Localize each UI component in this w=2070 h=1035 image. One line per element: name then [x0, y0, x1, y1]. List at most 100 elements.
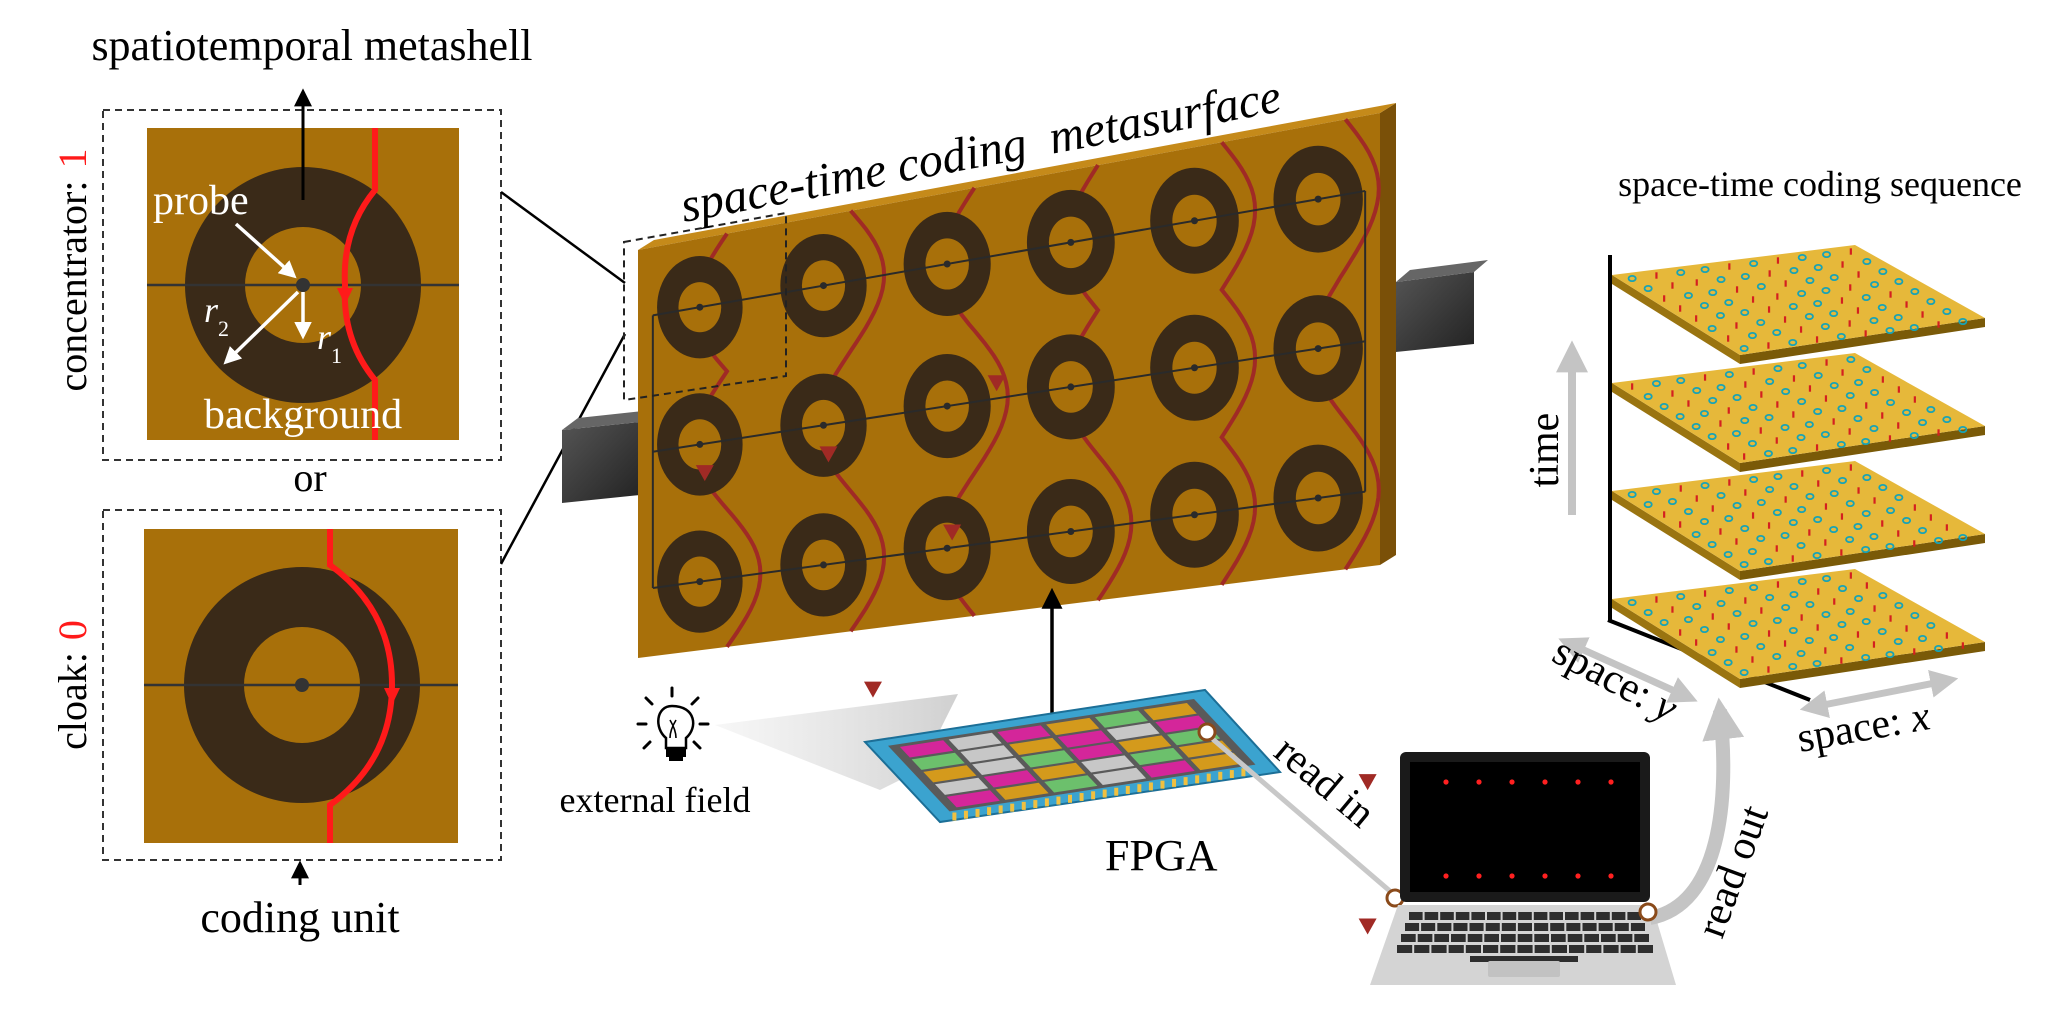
fpga-cell	[1130, 747, 1184, 766]
screen-dot	[1509, 779, 1515, 785]
coding-bit-zero	[1772, 617, 1782, 625]
coding-bit-zero	[1894, 277, 1904, 285]
screen-dot	[1575, 873, 1581, 879]
fpga-cell	[899, 740, 954, 758]
coding-bit-zero	[1731, 429, 1741, 437]
svg-text:concentrator:1: concentrator: 1	[50, 149, 95, 392]
coding-bit-zero	[1886, 506, 1896, 514]
fpga-cell	[997, 725, 1051, 743]
keyboard-key	[1414, 945, 1430, 953]
keyboard-key	[1502, 912, 1517, 920]
coding-bit-zero	[1797, 397, 1807, 405]
coding-bit-zero	[1667, 497, 1677, 505]
keyboard-key	[1534, 934, 1549, 942]
coding-bit-zero	[1958, 534, 1968, 542]
keyboard-key	[1611, 912, 1626, 920]
coding-bit-zero	[1869, 533, 1879, 541]
coding-bit-zero	[1804, 312, 1814, 320]
r2-radius-arrow	[223, 290, 300, 365]
sequence-title: space-time coding sequence	[1618, 164, 2022, 204]
coding-bit-zero	[1862, 257, 1872, 265]
coding-bit-zero	[1812, 552, 1822, 560]
coding-bit-zero	[1861, 618, 1871, 626]
coding-bit-zero	[1756, 643, 1766, 651]
keyboard-key	[1603, 945, 1619, 953]
coding-bit-zero	[1747, 439, 1757, 447]
keyboard-key	[1417, 934, 1433, 942]
coding-bit-zero	[1812, 660, 1822, 668]
metasurface-heat-arrowhead	[1358, 774, 1377, 791]
space-y-arrow	[1558, 637, 1698, 703]
metasurface-row-line	[652, 490, 1366, 589]
keyboard-key	[1424, 912, 1439, 920]
screen-dot	[1509, 873, 1515, 879]
metasurface-probe-dot	[1067, 383, 1075, 391]
fpga-pin	[1183, 777, 1188, 786]
coding-bit-zero	[1854, 595, 1864, 603]
keyboard-key	[1501, 934, 1516, 942]
metasurface-probe-dot	[1191, 511, 1198, 519]
cloak-side-label: cloak: 0	[50, 620, 95, 750]
coding-bit-zero	[1796, 542, 1806, 550]
coding-bit-zero	[1845, 536, 1855, 544]
keyboard-key	[1601, 934, 1616, 942]
coding-bit-zero	[1772, 653, 1782, 661]
metasurface-probe-dot	[1314, 195, 1322, 203]
coding-bit-zero	[1926, 622, 1936, 630]
fpga-pin	[1148, 782, 1153, 791]
metasurface-probe-dot	[1067, 238, 1075, 246]
coding-bit-zero	[1740, 525, 1750, 533]
metasurface-heat-arrowhead	[987, 375, 1006, 392]
coding-bit-zero	[1756, 282, 1766, 290]
concentrator-probe-dot	[296, 278, 310, 292]
keyboard-key	[1569, 945, 1585, 953]
coding-bit-zero	[1700, 265, 1710, 273]
cloak-label: cloak:	[50, 652, 95, 750]
fpga-pin	[1229, 770, 1234, 779]
keyboard-key	[1455, 912, 1470, 920]
coding-bit-zero	[1627, 599, 1637, 607]
metasurface-content	[651, 118, 1381, 935]
laptop-touchpad	[1488, 961, 1560, 977]
screen-dot	[1476, 779, 1482, 785]
layer-edge-left	[1612, 275, 1740, 364]
keyboard-key	[1517, 934, 1533, 942]
fpga-cell	[1044, 775, 1098, 793]
keyboard-key	[1565, 912, 1579, 920]
metasurface-probe-dot	[820, 561, 827, 569]
or-label: or	[293, 455, 326, 500]
keyboard-key	[1549, 912, 1563, 920]
coding-bit-zero	[1804, 637, 1814, 645]
coding-bit-zero	[1659, 402, 1669, 410]
coding-bit-zero	[1788, 663, 1798, 671]
keyboard-key	[1405, 923, 1420, 931]
fpga-pin	[1137, 784, 1142, 793]
fpga-cell	[1057, 730, 1111, 748]
fpga-cell	[1046, 717, 1100, 736]
keyboard-key	[1567, 934, 1583, 942]
coding-bit-zero	[1846, 355, 1856, 363]
coding-bit-zero	[1659, 619, 1669, 627]
fpga-cell	[1106, 722, 1160, 741]
laptop	[1370, 752, 1676, 985]
space-y-text: space:	[1545, 628, 1659, 718]
coding-bit-zero	[1862, 473, 1872, 481]
metasurface-probe-dot	[1191, 364, 1198, 372]
fpga-pin	[1102, 789, 1107, 798]
coding-bit-zero	[1861, 546, 1871, 554]
coding-bit-zero	[1805, 492, 1815, 500]
coding-bit-zero	[1845, 391, 1855, 399]
coding-bit-zero	[1878, 483, 1888, 491]
coding-bit-zero	[1748, 620, 1758, 628]
coding-bit-zero	[1692, 603, 1702, 611]
coding-bit-zero	[1926, 405, 1936, 413]
coding-bit-zero	[1651, 379, 1661, 387]
coding-bit-zero	[1942, 307, 1952, 315]
coding-bit-zero	[1942, 415, 1952, 423]
coding-bit-zero	[1813, 371, 1823, 379]
coding-bit-zero	[1829, 273, 1839, 281]
coding-bit-zero	[1773, 472, 1783, 480]
keyboard-key	[1401, 934, 1416, 942]
coding-bit-zero	[1869, 424, 1879, 432]
